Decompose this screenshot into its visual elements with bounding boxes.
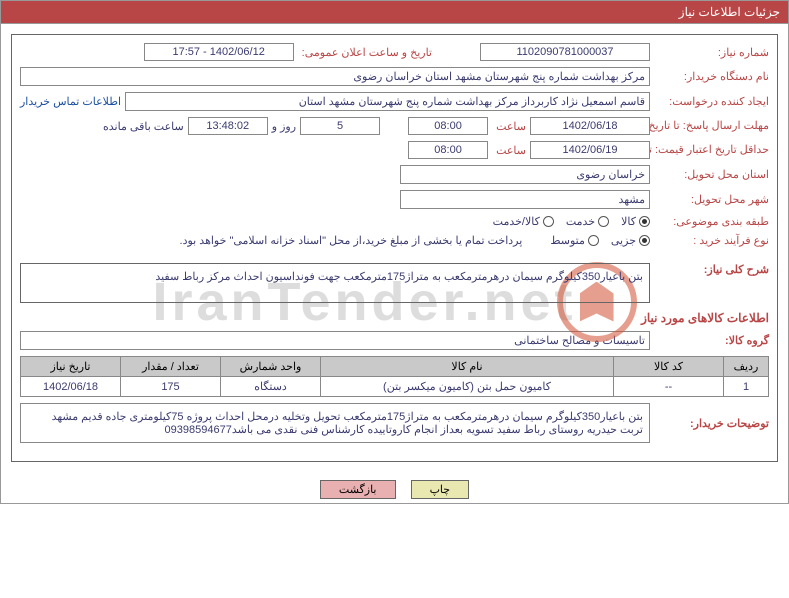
row-requester: ایجاد کننده درخواست: قاسم اسمعیل نژاد کا…	[20, 92, 769, 111]
row-validity: حداقل تاریخ اعتبار قیمت: تا تاریخ: 1402/…	[20, 141, 769, 159]
requester-field: قاسم اسمعیل نژاد کاربرداز مرکز بهداشت شم…	[125, 92, 650, 111]
days-label: روز و	[272, 120, 296, 133]
radio-dot-icon	[543, 216, 554, 227]
row-process: نوع فرآیند خرید : جزیی متوسط پرداخت تمام…	[20, 234, 769, 247]
need-desc-label: شرح کلی نیاز:	[654, 263, 769, 276]
need-desc-field: بتن باعیار350کیلوگرم سیمان درهرمترمکعب ب…	[20, 263, 650, 303]
row-classification: طبقه بندی موضوعی: کالا خدمت کالا/خدمت	[20, 215, 769, 228]
radio-dot-icon	[598, 216, 609, 227]
buyer-label: نام دستگاه خریدار:	[654, 70, 769, 83]
row-province: استان محل تحویل: خراسان رضوی	[20, 165, 769, 184]
buyer-notes-field: بتن باعیار350کیلوگرم سیمان درهرمترمکعب ب…	[20, 403, 650, 443]
deadline-label: مهلت ارسال پاسخ: تا تاریخ:	[654, 119, 769, 133]
th-date: تاریخ نیاز	[21, 357, 121, 377]
validity-time-label: ساعت	[492, 144, 526, 157]
cell-code: --	[614, 377, 724, 397]
cell-unit: دستگاه	[221, 377, 321, 397]
page-title: جزئیات اطلاعات نیاز	[679, 5, 780, 19]
th-code: کد کالا	[614, 357, 724, 377]
validity-date-field: 1402/06/19	[530, 141, 650, 159]
classification-label: طبقه بندی موضوعی:	[654, 215, 769, 228]
announce-label: تاریخ و ساعت اعلان عمومی:	[298, 46, 432, 59]
remain-time-field: 13:48:02	[188, 117, 268, 135]
buyer-notes-label: توضیحات خریدار:	[654, 403, 769, 430]
back-button[interactable]: بازگشت	[320, 480, 396, 499]
items-table: ردیف کد کالا نام کالا واحد شمارش تعداد /…	[20, 356, 769, 397]
radio-dot-icon	[588, 235, 599, 246]
city-field: مشهد	[400, 190, 650, 209]
remain-label: ساعت باقی مانده	[103, 120, 184, 133]
city-label: شهر محل تحویل:	[654, 193, 769, 206]
row-deadline: مهلت ارسال پاسخ: تا تاریخ: 1402/06/18 سا…	[20, 117, 769, 135]
row-goods-group: گروه کالا: تاسیسات و مصالح ساختمانی	[20, 331, 769, 350]
radio-dot-icon	[639, 235, 650, 246]
row-need-number: شماره نیاز: 1102090781000037 تاریخ و ساع…	[20, 43, 769, 61]
province-field: خراسان رضوی	[400, 165, 650, 184]
radio-partial[interactable]: جزیی	[611, 234, 650, 247]
buyer-contact-link[interactable]: اطلاعات تماس خریدار	[20, 95, 121, 108]
th-name: نام کالا	[321, 357, 614, 377]
cell-qty: 175	[121, 377, 221, 397]
page-title-bar: جزئیات اطلاعات نیاز	[0, 0, 789, 23]
radio-goods[interactable]: کالا	[621, 215, 650, 228]
validity-label: حداقل تاریخ اعتبار قیمت: تا تاریخ:	[654, 143, 769, 157]
deadline-date-field: 1402/06/18	[530, 117, 650, 135]
requester-label: ایجاد کننده درخواست:	[654, 95, 769, 108]
radio-medium[interactable]: متوسط	[550, 234, 599, 247]
radio-service[interactable]: خدمت	[566, 215, 609, 228]
payment-note: پرداخت تمام یا بخشی از مبلغ خرید،از محل …	[180, 234, 523, 247]
deadline-time-label: ساعت	[492, 120, 526, 133]
buyer-field: مرکز بهداشت شماره پنج شهرستان مشهد استان…	[20, 67, 650, 86]
cell-date: 1402/06/18	[21, 377, 121, 397]
radio-both[interactable]: کالا/خدمت	[493, 215, 554, 228]
classification-radios: کالا خدمت کالا/خدمت	[493, 215, 650, 228]
goods-section-title: اطلاعات کالاهای مورد نیاز	[20, 311, 769, 325]
deadline-time-field: 08:00	[408, 117, 488, 135]
goods-group-field: تاسیسات و مصالح ساختمانی	[20, 331, 650, 350]
need-number-field: 1102090781000037	[480, 43, 650, 61]
th-qty: تعداد / مقدار	[121, 357, 221, 377]
process-radios: جزیی متوسط	[550, 234, 650, 247]
footer-buttons: چاپ بازگشت	[1, 472, 788, 503]
th-row: ردیف	[724, 357, 769, 377]
th-unit: واحد شمارش	[221, 357, 321, 377]
days-field: 5	[300, 117, 380, 135]
cell-name: کامیون حمل بتن (کامیون میکسر بتن)	[321, 377, 614, 397]
row-need-desc: شرح کلی نیاز: بتن باعیار350کیلوگرم سیمان…	[20, 263, 769, 303]
row-city: شهر محل تحویل: مشهد	[20, 190, 769, 209]
need-number-label: شماره نیاز:	[654, 46, 769, 59]
row-buyer-notes: توضیحات خریدار: بتن باعیار350کیلوگرم سیم…	[20, 403, 769, 443]
process-label: نوع فرآیند خرید :	[654, 234, 769, 247]
watermark-region: IranTender.net شرح کلی نیاز: بتن باعیار3…	[20, 253, 769, 350]
validity-time-field: 08:00	[408, 141, 488, 159]
print-button[interactable]: چاپ	[411, 480, 470, 499]
table-header-row: ردیف کد کالا نام کالا واحد شمارش تعداد /…	[21, 357, 769, 377]
cell-row: 1	[724, 377, 769, 397]
goods-group-label: گروه کالا:	[654, 334, 769, 347]
form-container: شماره نیاز: 1102090781000037 تاریخ و ساع…	[11, 34, 778, 462]
announce-field: 1402/06/12 - 17:57	[144, 43, 294, 61]
outer-container: شماره نیاز: 1102090781000037 تاریخ و ساع…	[0, 23, 789, 504]
province-label: استان محل تحویل:	[654, 168, 769, 181]
table-row: 1 -- کامیون حمل بتن (کامیون میکسر بتن) د…	[21, 377, 769, 397]
radio-dot-icon	[639, 216, 650, 227]
row-buyer: نام دستگاه خریدار: مرکز بهداشت شماره پنج…	[20, 67, 769, 86]
